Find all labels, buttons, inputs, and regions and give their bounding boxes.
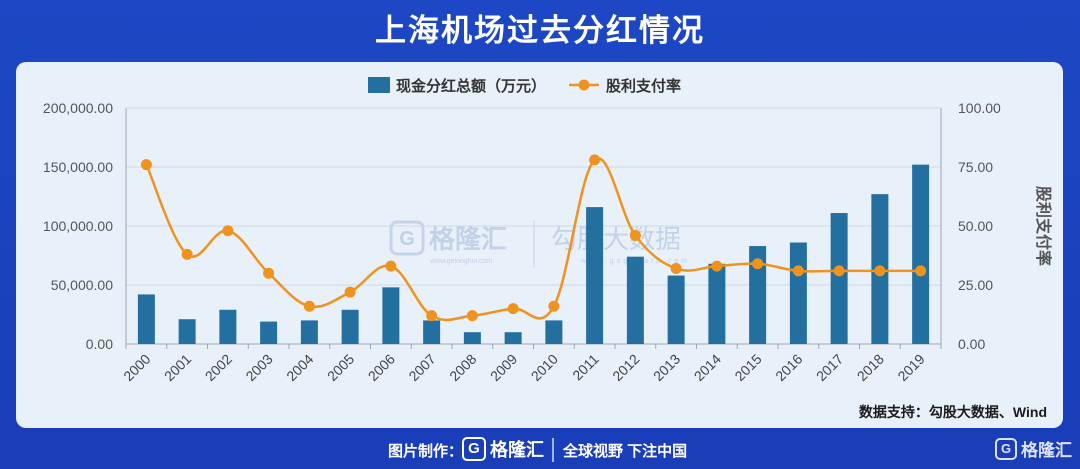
x-tick-label: 2011 xyxy=(569,351,602,384)
payout-ratio-point xyxy=(303,300,315,312)
payout-ratio-point xyxy=(263,267,275,279)
payout-ratio-point xyxy=(874,265,886,277)
y-right-tick-label: 50.00 xyxy=(958,218,993,234)
watermark-logo-icon xyxy=(389,220,425,256)
legend-line-marker xyxy=(578,79,590,91)
payout-ratio-point xyxy=(181,248,193,260)
payout-ratio-point xyxy=(140,159,152,171)
bar xyxy=(545,320,563,344)
x-tick-label: 2009 xyxy=(487,351,520,384)
y-left-tick-label: 200,000.00 xyxy=(43,100,113,116)
watermark-logo-letter: G xyxy=(399,228,415,250)
x-tick-label: 2007 xyxy=(405,351,438,384)
payout-ratio-point xyxy=(915,265,927,277)
x-tick-label: 2008 xyxy=(446,351,479,384)
x-tick-label: 2015 xyxy=(731,351,764,384)
corner-brand-name: 格隆汇 xyxy=(1021,441,1072,460)
bar xyxy=(300,320,318,344)
corner-logo: G 格隆汇 xyxy=(995,436,1072,461)
payout-ratio-point xyxy=(507,303,519,315)
x-tick-label: 2014 xyxy=(691,351,724,384)
legend-bar-label: 现金分红总额（万元） xyxy=(396,77,546,95)
footer-brand: G 格隆汇 xyxy=(462,436,552,462)
payout-ratio-point xyxy=(833,265,845,277)
y-left-tick-label: 0.00 xyxy=(86,336,113,352)
corner-gelonghui-icon: G xyxy=(995,437,1017,460)
made-by-label: 图片制作： xyxy=(388,443,464,460)
bar xyxy=(912,164,930,344)
x-tick-label: 2016 xyxy=(772,351,805,384)
payout-ratio-point xyxy=(426,310,438,322)
bar xyxy=(382,287,400,344)
y-left-tick-label: 50,000.00 xyxy=(51,277,113,293)
x-tick-label: 2004 xyxy=(283,351,316,384)
watermark-brand-url: www.gelonghui.com xyxy=(429,258,492,265)
x-tick-label: 2006 xyxy=(365,351,398,384)
chart-title: 上海机场过去分红情况 xyxy=(375,13,705,48)
bar xyxy=(626,256,644,344)
payout-ratio-point xyxy=(548,300,560,312)
x-tick-label: 2010 xyxy=(528,351,561,384)
x-tick-label: 2000 xyxy=(120,351,153,384)
bar xyxy=(423,320,441,344)
bar xyxy=(708,263,726,344)
bar xyxy=(749,246,767,344)
x-tick-label: 2002 xyxy=(202,351,235,384)
bar xyxy=(463,332,481,344)
bar xyxy=(178,319,196,344)
y-right-axis-title: 股利支付率 xyxy=(1034,186,1053,266)
bar xyxy=(219,309,237,344)
payout-ratio-point xyxy=(752,258,764,270)
payout-ratio-point xyxy=(711,260,723,272)
x-tick-label: 2019 xyxy=(894,351,927,384)
bar xyxy=(789,242,807,344)
gelonghui-logo-icon: G xyxy=(462,437,486,461)
chart-card: G格隆汇www.gelonghui.com勾股大数据www.gogudata.c… xyxy=(16,62,1063,428)
bar xyxy=(586,207,604,344)
bar xyxy=(667,275,685,344)
bar xyxy=(830,213,848,344)
x-tick-label: 2012 xyxy=(609,351,642,384)
y-left-tick-label: 150,000.00 xyxy=(43,159,113,175)
payout-ratio-point xyxy=(466,310,478,322)
x-tick-label: 2017 xyxy=(813,351,846,384)
footer-brand-name: 格隆汇 xyxy=(490,440,544,460)
y-left-tick-label: 100,000.00 xyxy=(43,218,113,234)
combo-chart: G格隆汇www.gelonghui.com勾股大数据www.gogudata.c… xyxy=(43,77,1053,384)
x-tick-label: 2005 xyxy=(324,351,357,384)
bar xyxy=(341,309,359,344)
bar xyxy=(260,321,278,344)
legend-line-label: 股利支付率 xyxy=(606,77,681,95)
x-tick-label: 2018 xyxy=(854,351,887,384)
footer-slogan: 全球视野 下注中国 xyxy=(563,443,688,460)
x-tick-label: 2013 xyxy=(650,351,683,384)
legend-bar-swatch xyxy=(368,77,390,93)
y-right-tick-label: 0.00 xyxy=(958,336,985,352)
bar xyxy=(504,332,522,344)
watermark-brand: 格隆汇 xyxy=(429,224,507,254)
payout-ratio-point xyxy=(344,286,356,298)
payout-ratio-point xyxy=(670,262,682,274)
data-source: 数据支持：勾股大数据、Wind xyxy=(858,404,1047,420)
y-right-tick-label: 75.00 xyxy=(958,159,993,175)
payout-ratio-point xyxy=(222,225,234,237)
payout-ratio-point xyxy=(589,154,601,166)
payout-ratio-point xyxy=(629,229,641,241)
x-tick-label: 2001 xyxy=(161,351,194,384)
bar xyxy=(137,294,155,344)
footer: 图片制作： G 格隆汇 全球视野 下注中国 xyxy=(0,432,1080,469)
footer-divider xyxy=(552,438,554,462)
y-right-tick-label: 100.00 xyxy=(958,100,1001,116)
x-tick-label: 2003 xyxy=(242,351,275,384)
payout-ratio-point xyxy=(792,265,804,277)
y-right-tick-label: 25.00 xyxy=(958,277,993,293)
payout-ratio-point xyxy=(385,260,397,272)
